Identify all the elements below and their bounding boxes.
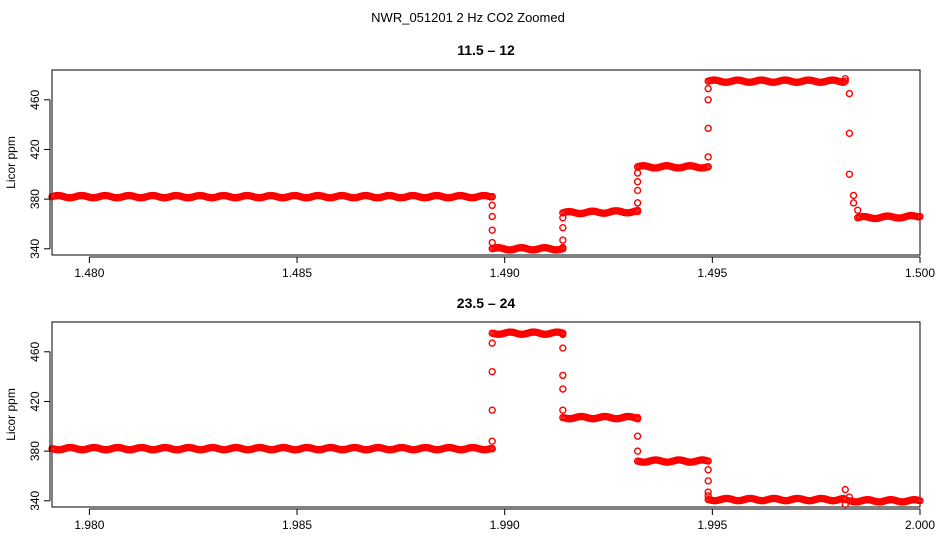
data-point — [704, 163, 712, 171]
data-point — [488, 444, 496, 453]
data-point — [704, 84, 712, 93]
y-tick-label: 460 — [28, 341, 42, 361]
data-point — [559, 243, 567, 252]
data-point — [704, 153, 712, 161]
panel-1-title: 11.5 – 12 — [457, 42, 515, 58]
data-point — [488, 406, 496, 414]
x-tick-label: 1.985 — [282, 518, 312, 532]
data-point — [704, 488, 712, 496]
data-point — [633, 199, 642, 207]
y-tick-label: 420 — [28, 139, 42, 159]
y-tick-label: 340 — [28, 238, 42, 258]
data-point — [633, 186, 642, 195]
data-point — [849, 199, 858, 207]
panel-1-plot-frame — [51, 69, 921, 256]
data-point — [559, 344, 567, 352]
data-point — [845, 170, 854, 179]
data-point — [559, 236, 567, 244]
data-point — [704, 477, 712, 485]
data-point — [704, 457, 712, 465]
data-point — [704, 96, 712, 104]
data-point — [559, 223, 567, 232]
data-point — [841, 74, 849, 83]
data-point — [633, 206, 642, 215]
y-tick-label: 380 — [28, 189, 42, 209]
data-point — [845, 89, 854, 98]
x-tick-label: 1.500 — [905, 266, 935, 280]
panel-1-y-axis-label: Licor ppm — [4, 136, 18, 189]
page-title: NWR_051201 2 Hz CO2 Zoomed — [371, 10, 565, 25]
x-tick-label: 1.995 — [697, 518, 727, 532]
panel-2-title: 23.5 – 24 — [457, 295, 516, 311]
data-point — [841, 485, 849, 494]
y-tick-label: 380 — [28, 441, 42, 461]
data-point — [633, 178, 642, 186]
panel-1-y-axis: 340 380 420 460 — [28, 89, 51, 259]
panel-2-y-axis-label: Licor ppm — [4, 388, 18, 441]
panel-2-data-points — [48, 328, 924, 509]
x-tick-label: 1.980 — [74, 518, 104, 532]
data-point — [633, 432, 642, 440]
x-tick-label: 1.495 — [697, 266, 727, 280]
x-tick-label: 1.990 — [490, 518, 520, 532]
y-tick-label: 460 — [28, 89, 42, 109]
data-point — [488, 226, 496, 234]
data-point — [559, 371, 567, 380]
data-point — [488, 201, 496, 210]
y-tick-label: 420 — [28, 391, 42, 411]
data-point — [488, 437, 496, 445]
data-point — [488, 339, 496, 347]
data-point — [488, 367, 496, 376]
panel-2-x-axis: 1.980 1.985 1.990 1.995 2.000 — [74, 508, 935, 532]
data-point — [633, 169, 642, 177]
data-point — [841, 500, 849, 509]
panel-1-data-points — [48, 74, 924, 254]
data-point — [704, 124, 712, 133]
data-point — [845, 129, 854, 138]
data-point — [704, 466, 712, 474]
x-tick-label: 1.480 — [74, 266, 104, 280]
data-point — [633, 447, 642, 455]
x-tick-label: 2.000 — [905, 518, 935, 532]
x-tick-label: 1.490 — [490, 266, 520, 280]
data-point — [559, 330, 567, 339]
y-tick-label: 340 — [28, 490, 42, 510]
panel-1: 11.5 – 12 Licor ppm 1.480 1.485 1.490 1.495… — [4, 42, 935, 280]
data-point — [916, 497, 924, 505]
data-point — [854, 206, 862, 215]
data-point — [633, 415, 642, 423]
data-point — [559, 406, 567, 414]
panel-1-x-axis: 1.480 1.485 1.490 1.495 1.500 — [74, 256, 935, 280]
data-point — [559, 385, 567, 393]
x-tick-label: 1.485 — [282, 266, 312, 280]
panel-2: 23.5 – 24 Licor ppm 1.980 1.985 1.990 1.995… — [4, 295, 935, 532]
data-point — [916, 212, 924, 221]
data-point — [488, 192, 496, 201]
data-point — [841, 77, 849, 85]
panel-2-y-axis: 340 380 420 460 — [28, 341, 51, 511]
data-point — [849, 191, 858, 200]
data-point — [488, 212, 496, 221]
panel-2-plot-frame — [51, 321, 921, 508]
